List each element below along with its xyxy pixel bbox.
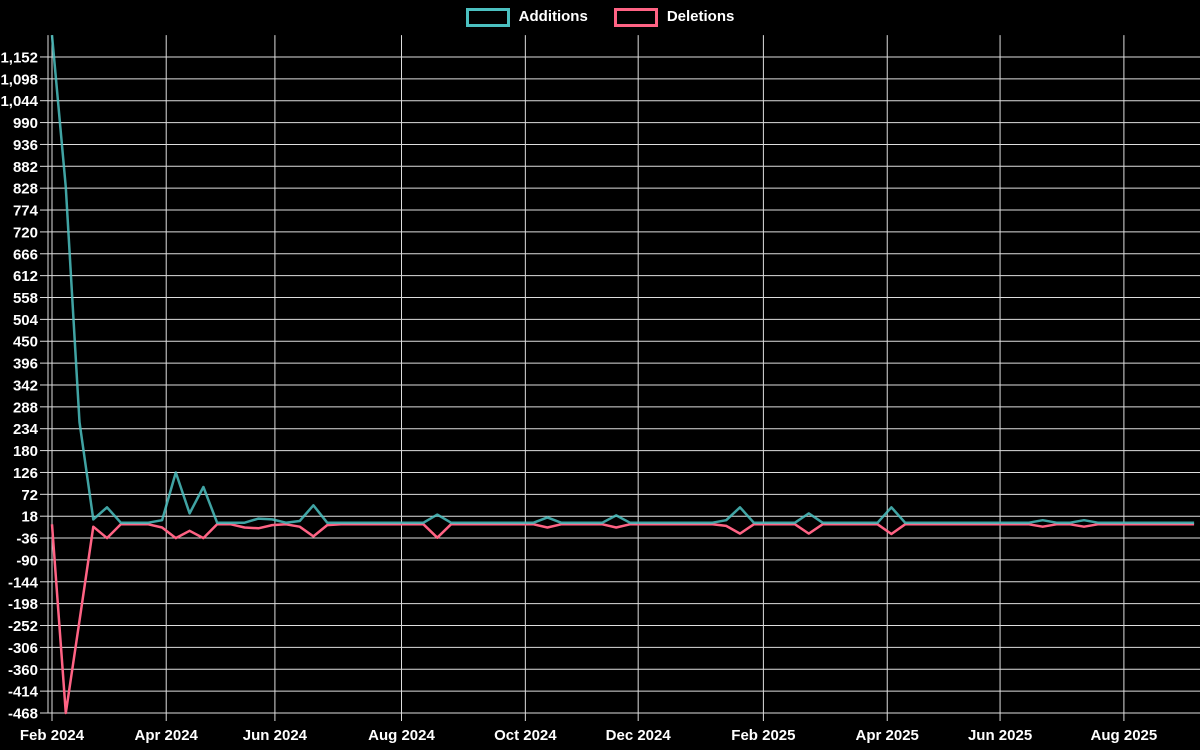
y-tick-label: 774 xyxy=(13,203,39,220)
y-tick-label: -36 xyxy=(16,531,38,548)
additions-swatch-icon xyxy=(465,7,510,27)
y-tick-label: 666 xyxy=(13,246,38,263)
y-tick-label: 828 xyxy=(13,181,38,198)
y-tick-label: 558 xyxy=(13,290,38,307)
x-tick-label: Jun 2024 xyxy=(243,727,308,744)
y-tick-label: 936 xyxy=(13,137,38,154)
additions-line xyxy=(50,34,1195,524)
y-tick-label: 288 xyxy=(13,399,38,416)
x-tick-label: Apr 2024 xyxy=(135,727,199,744)
y-tick-label: 234 xyxy=(13,421,39,438)
x-tick-label: Apr 2025 xyxy=(856,727,919,744)
y-tick-label: 18 xyxy=(21,509,38,526)
legend-item-additions[interactable]: Additions xyxy=(465,7,588,27)
y-tick-label: 342 xyxy=(13,377,38,394)
y-tick-label: -198 xyxy=(8,596,38,613)
legend-label-additions: Additions xyxy=(518,8,588,25)
legend-label-deletions: Deletions xyxy=(666,8,735,25)
y-tick-label: -360 xyxy=(8,662,38,679)
deletions-swatch-icon xyxy=(613,7,658,27)
y-tick-label: 1,044 xyxy=(0,93,38,110)
x-tick-label: Feb 2024 xyxy=(20,727,85,744)
y-tick-label: 720 xyxy=(13,224,38,241)
y-tick-label: -468 xyxy=(8,706,38,723)
deletions-line xyxy=(50,523,1195,715)
y-tick-label: -306 xyxy=(8,640,38,657)
y-tick-label: 882 xyxy=(13,159,38,176)
y-tick-label: -252 xyxy=(8,618,38,635)
y-tick-label: -414 xyxy=(8,684,39,701)
y-tick-label: 126 xyxy=(13,465,38,482)
y-tick-label: 72 xyxy=(21,487,38,504)
x-tick-label: Aug 2025 xyxy=(1091,727,1158,744)
x-tick-label: Dec 2024 xyxy=(606,727,672,744)
y-tick-label: 396 xyxy=(13,356,38,373)
x-tick-label: Aug 2024 xyxy=(368,727,435,744)
y-tick-label: 504 xyxy=(13,312,39,329)
y-tick-label: 1,098 xyxy=(0,71,38,88)
y-tick-label: -90 xyxy=(16,552,38,569)
legend-item-deletions[interactable]: Deletions xyxy=(613,7,735,27)
y-tick-label: 450 xyxy=(13,334,38,351)
y-tick-label: 612 xyxy=(13,268,38,285)
x-tick-label: Oct 2024 xyxy=(494,727,557,744)
y-tick-label: 180 xyxy=(13,443,38,460)
x-tick-label: Jun 2025 xyxy=(968,727,1032,744)
y-tick-label: 1,152 xyxy=(0,49,38,66)
chart-legend: Additions Deletions xyxy=(0,7,1200,27)
x-tick-label: Feb 2025 xyxy=(731,727,795,744)
y-tick-label: 990 xyxy=(13,115,38,132)
y-tick-label: -144 xyxy=(8,574,39,591)
